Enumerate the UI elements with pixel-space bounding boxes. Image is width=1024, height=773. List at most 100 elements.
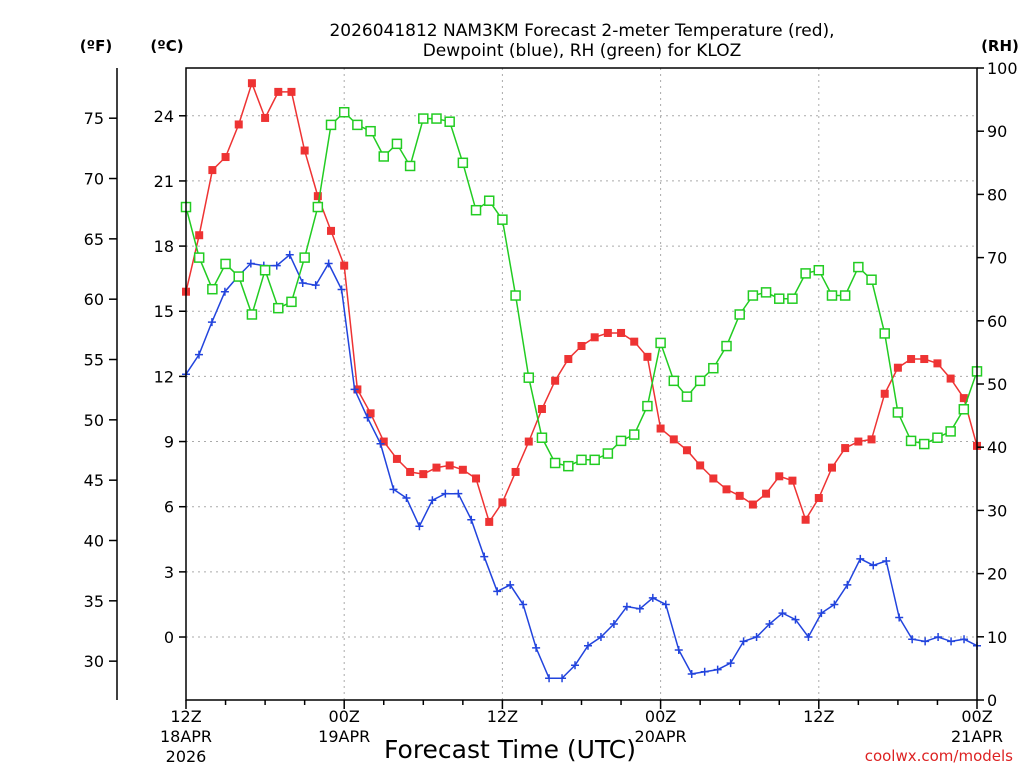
celsius-tick-label: 15: [154, 302, 174, 321]
fahrenheit-tick-label: 45: [84, 471, 104, 490]
rh-point: [457, 157, 469, 169]
temperature-point: [577, 341, 586, 350]
rh-point: [273, 302, 284, 314]
rh-point: [207, 283, 218, 295]
rh-point: [286, 296, 297, 308]
rh-point: [259, 264, 271, 276]
time-tick-label: 12Z: [803, 707, 834, 726]
temperature-point: [696, 461, 705, 470]
rh-point: [774, 293, 785, 304]
temperature-point: [933, 359, 942, 368]
dewpoint-point: [830, 600, 839, 609]
rh-point: [668, 375, 680, 387]
temperature-point: [274, 87, 283, 96]
temperature-point: [880, 389, 889, 398]
dewpoint-point: [713, 665, 722, 674]
fahrenheit-tick-label: 40: [84, 531, 104, 550]
celsius-tick-label: 6: [164, 498, 174, 517]
dewpoint-point: [960, 635, 969, 644]
dewpoint-point: [415, 522, 424, 531]
credit-link[interactable]: coolwx.com/models: [865, 747, 1013, 765]
dewpoint-point: [298, 279, 307, 288]
dewpoint-point: [285, 250, 294, 259]
celsius-tick-label: 12: [154, 367, 174, 386]
dewpoint-point: [246, 259, 255, 268]
dewpoint-point: [778, 609, 787, 618]
temperature-point: [406, 467, 415, 476]
dewpoint-point: [856, 554, 865, 563]
fahrenheit-tick-label: 60: [84, 290, 104, 309]
rh-point: [853, 261, 864, 273]
dewpoint-point: [402, 494, 411, 503]
dewpoint-point: [843, 580, 852, 589]
dewpoint-point: [324, 259, 333, 268]
rh-series-group: [180, 106, 983, 472]
dewpoint-point: [934, 633, 943, 642]
temperature-point: [432, 463, 441, 472]
chart-title-line1: 2026041812 NAM3KM Forecast 2-meter Tempe…: [329, 21, 834, 41]
dewpoint-point: [272, 261, 281, 270]
rh-point: [470, 204, 482, 216]
temperature-point: [458, 465, 467, 474]
rh-point: [734, 309, 745, 320]
dewpoint-point: [454, 489, 463, 498]
time-tick-label: 12Z: [487, 707, 518, 726]
dewpoint-point: [700, 667, 709, 676]
dewpoint-point: [921, 637, 930, 646]
dewpoint-point: [739, 637, 748, 646]
rh-tick-label: 60: [987, 312, 1007, 331]
temperature-point: [669, 435, 678, 444]
time-tick-label: 00Z: [961, 707, 992, 726]
temperature-point: [551, 376, 560, 385]
dewpoint-point: [376, 439, 385, 448]
dewpoint-point: [337, 285, 346, 294]
temperature-point: [300, 146, 309, 155]
temperature-point: [788, 476, 797, 485]
rh-point: [444, 116, 455, 127]
celsius-tick-label: 18: [154, 237, 174, 256]
rh-point: [919, 438, 930, 450]
dewpoint-point: [493, 587, 502, 596]
rh-point: [233, 271, 244, 282]
rh-point: [576, 454, 587, 466]
rh-point: [536, 432, 548, 443]
rh-point: [655, 337, 666, 349]
rh-point: [721, 340, 732, 352]
temperature-point: [722, 485, 731, 494]
temperature-point: [392, 454, 401, 463]
fahrenheit-tick-label: 55: [84, 351, 104, 370]
rh-point: [760, 287, 772, 298]
temperature-point: [827, 463, 836, 472]
year-tick-label: 2026: [166, 747, 207, 766]
rh-point: [615, 435, 627, 447]
rh-point: [549, 457, 561, 469]
celsius-tick-label: 0: [164, 628, 174, 647]
fahrenheit-tick-label: 65: [84, 230, 104, 249]
dewpoint-point: [791, 615, 800, 624]
temperature-point: [472, 474, 481, 483]
dewpoint-point: [583, 641, 592, 650]
temperature-point: [498, 498, 507, 507]
temperature-point: [327, 226, 336, 235]
temperature-point: [801, 515, 810, 524]
rh-tick-label: 70: [987, 249, 1007, 268]
rh-point: [378, 151, 389, 162]
rh-point: [681, 391, 693, 402]
temperature-point: [907, 355, 916, 364]
rh-point: [813, 264, 825, 276]
rh-point: [220, 258, 231, 270]
dewpoint-point: [389, 485, 398, 494]
dewpoint-point: [532, 643, 541, 652]
dewpoint-point: [207, 318, 216, 327]
rh-tick-label: 10: [987, 628, 1007, 647]
celsius-tick-label: 3: [164, 563, 174, 582]
rh-point: [892, 407, 904, 418]
dewpoint-point: [350, 385, 359, 394]
temperature-point: [959, 394, 968, 403]
temperature-point: [854, 437, 863, 446]
temperature-point: [379, 437, 388, 446]
dewpoint-point: [648, 593, 657, 602]
date-tick-label: 18APR: [160, 727, 212, 746]
dewpoint-point: [635, 604, 644, 613]
